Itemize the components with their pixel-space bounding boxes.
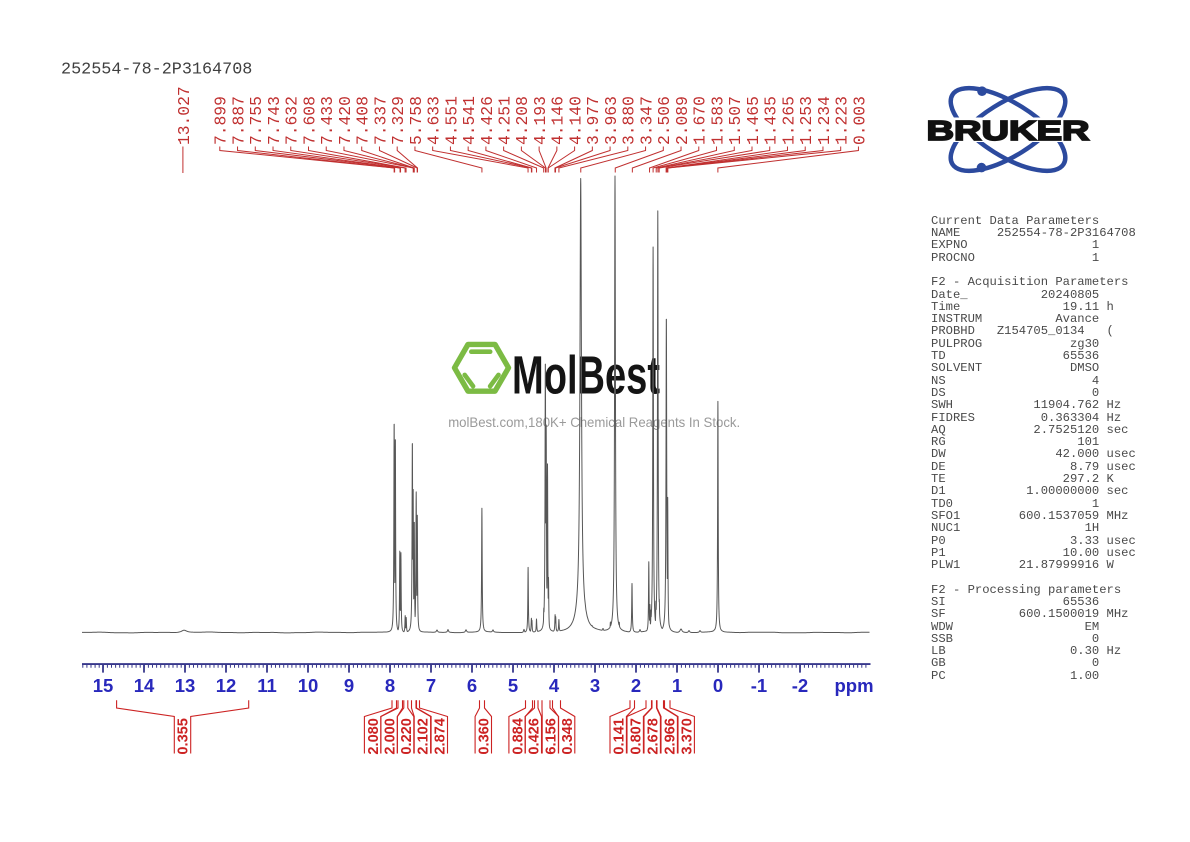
svg-text:1: 1 [672,675,682,696]
svg-text:2.966: 2.966 [662,718,678,755]
svg-text:5: 5 [508,675,518,696]
svg-text:2.080: 2.080 [366,718,382,755]
svg-text:7: 7 [426,675,436,696]
svg-text:3.370: 3.370 [679,718,695,755]
svg-text:0: 0 [713,675,723,696]
svg-text:2.089: 2.089 [673,96,692,145]
svg-text:4.633: 4.633 [425,96,444,145]
svg-text:0.426: 0.426 [527,718,543,755]
svg-text:7.329: 7.329 [389,96,408,145]
svg-text:0.360: 0.360 [477,718,493,755]
svg-text:4.140: 4.140 [566,96,585,145]
svg-text:3.347: 3.347 [637,96,656,145]
svg-text:7.899: 7.899 [212,96,231,145]
svg-text:9: 9 [344,675,354,696]
svg-text:7.408: 7.408 [354,96,373,145]
svg-text:7.632: 7.632 [283,96,302,145]
svg-text:6.156: 6.156 [544,718,560,755]
svg-text:6: 6 [467,675,477,696]
svg-text:7.433: 7.433 [318,96,337,145]
svg-text:4.251: 4.251 [495,96,514,145]
svg-text:4.146: 4.146 [549,96,568,145]
svg-text:1.465: 1.465 [744,96,763,145]
svg-text:2.000: 2.000 [382,718,398,755]
svg-text:1.507: 1.507 [726,96,745,145]
svg-text:1.670: 1.670 [691,96,710,145]
svg-text:4.426: 4.426 [478,96,497,145]
svg-text:4.193: 4.193 [531,96,550,145]
svg-text:7.420: 7.420 [336,96,355,145]
svg-text:252554-78-2P3164708: 252554-78-2P3164708 [61,61,252,80]
svg-text:ppm: ppm [834,675,873,696]
svg-text:1.435: 1.435 [762,96,781,145]
svg-text:1.223: 1.223 [833,96,852,145]
svg-text:7.743: 7.743 [265,96,284,145]
svg-text:15: 15 [93,675,114,696]
svg-text:0.807: 0.807 [628,718,644,755]
svg-text:0.003: 0.003 [850,96,869,145]
svg-text:13.027: 13.027 [175,86,194,145]
svg-text:1.265: 1.265 [779,96,798,145]
svg-text:13: 13 [175,675,196,696]
svg-text:11: 11 [257,675,277,696]
svg-text:1.253: 1.253 [797,96,816,145]
svg-text:1.234: 1.234 [815,96,834,145]
svg-text:-1: -1 [751,675,767,696]
svg-text:3.880: 3.880 [620,96,639,145]
svg-text:molBest.com,180K+ Chemical Rea: molBest.com,180K+ Chemical Reagents In S… [448,414,740,430]
svg-text:12: 12 [216,675,237,696]
svg-text:2.874: 2.874 [433,717,449,754]
svg-text:8: 8 [385,675,395,696]
svg-text:-2: -2 [792,675,808,696]
svg-text:7.337: 7.337 [371,96,390,145]
svg-text:4: 4 [549,675,560,696]
svg-text:7.608: 7.608 [300,96,319,145]
svg-text:0.355: 0.355 [176,718,192,755]
svg-text:BRUKER: BRUKER [927,115,1090,146]
svg-text:10: 10 [298,675,319,696]
svg-text:0.884: 0.884 [510,717,526,754]
svg-text:2: 2 [631,675,641,696]
svg-text:7.755: 7.755 [247,96,266,145]
svg-text:0.141: 0.141 [611,718,627,755]
svg-text:1.583: 1.583 [708,96,727,145]
svg-text:14: 14 [134,675,155,696]
svg-text:0.220: 0.220 [399,718,415,755]
svg-text:4.541: 4.541 [460,96,479,145]
svg-text:3.977: 3.977 [584,96,603,145]
svg-text:7.887: 7.887 [229,96,248,145]
svg-text:3: 3 [590,675,600,696]
svg-text:2.506: 2.506 [655,96,674,145]
svg-text:2.102: 2.102 [416,718,432,755]
svg-text:4.208: 4.208 [513,96,532,145]
svg-text:3.963: 3.963 [602,96,621,145]
svg-text:MolBest: MolBest [512,346,660,406]
svg-text:5.758: 5.758 [407,96,426,145]
svg-text:0.348: 0.348 [560,718,576,755]
svg-text:2.678: 2.678 [645,718,661,755]
svg-text:4.551: 4.551 [442,96,461,145]
